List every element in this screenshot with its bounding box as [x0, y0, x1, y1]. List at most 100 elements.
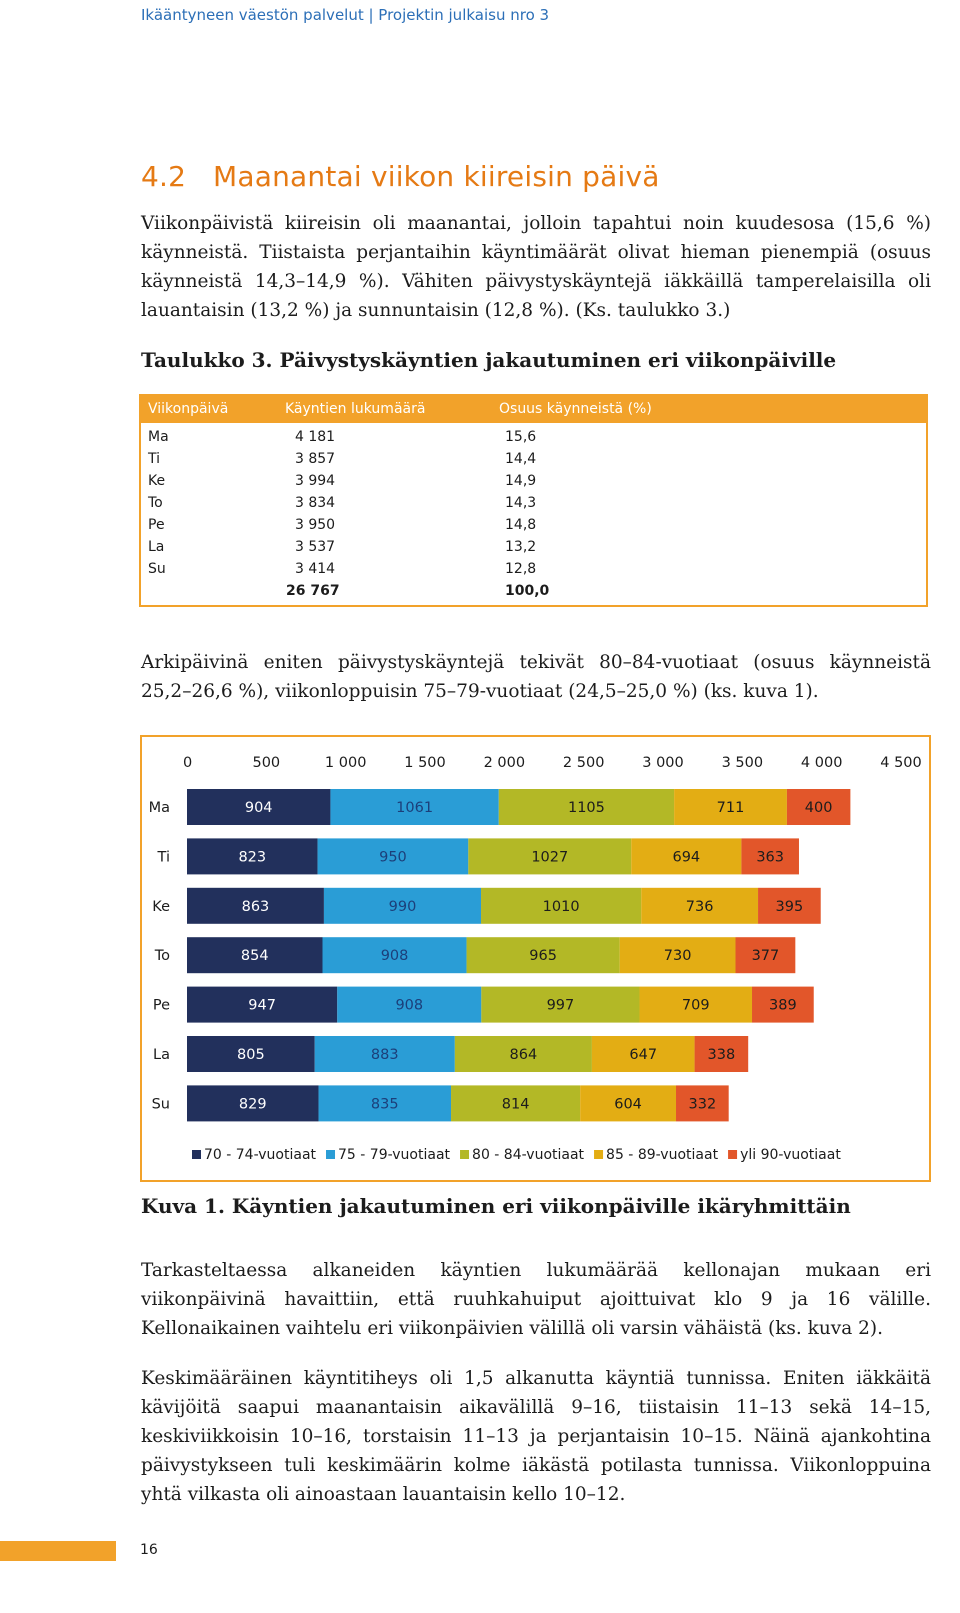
legend-label: 70 - 74-vuotiaat: [204, 1147, 317, 1163]
bar-segment: [741, 838, 799, 875]
data-label: 864: [510, 1047, 538, 1063]
bar-segment: [752, 986, 814, 1023]
data-label: 1010: [543, 899, 580, 915]
table-row: To 3 834 14,3: [141, 493, 926, 515]
table-cell-share: 15,6: [505, 429, 537, 445]
table-cell-count: 3 834: [295, 495, 336, 511]
table-row: Ke 3 994 14,9: [141, 471, 926, 493]
data-label: 883: [371, 1047, 399, 1063]
data-label: 965: [529, 948, 557, 964]
bar-segment: [591, 1036, 695, 1072]
x-tick-label: 1 000: [325, 755, 367, 771]
table-caption: Taulukko 3. Päivystyskäyntien jakautumin…: [141, 348, 837, 372]
paragraph-1: Viikonpäivistä kiireisin oli maanantai, …: [141, 213, 931, 321]
table-cell-day: Ti: [148, 451, 161, 467]
bar-segment: [187, 887, 324, 924]
bar-segment: [314, 1036, 455, 1072]
table-row: Su 3 414 12,8: [141, 559, 926, 581]
legend-swatch: [728, 1150, 738, 1159]
bar-segment: [323, 887, 482, 924]
category-label: Ti: [157, 849, 170, 865]
section-title: 4.2 Maanantai viikon kiireisin päivä: [141, 160, 660, 193]
stacked-bar-chart: 0 500 1 000 1 500 2 000 2 500 3 000 3 500 4 000 4…: [140, 735, 931, 1182]
table-total-count: 26 767: [286, 583, 340, 599]
bar-segment: [187, 1085, 319, 1122]
table-row: La 3 537 13,2: [141, 537, 926, 559]
x-tick-label: 1 500: [404, 755, 446, 771]
table-cell-count: 3 994: [295, 473, 336, 489]
category-label: Ke: [152, 899, 170, 915]
table-header-weekday: Viikonpäivä: [148, 401, 229, 417]
data-label: 604: [614, 1096, 642, 1112]
category-label: Su: [152, 1096, 170, 1112]
x-tick-label: 2 000: [484, 755, 526, 771]
x-tick-label: 3 500: [722, 755, 764, 771]
bar-segment: [187, 1036, 315, 1072]
page-number: 16: [140, 1542, 158, 1558]
legend-swatch: [192, 1150, 201, 1159]
table-cell-share: 14,8: [505, 517, 537, 533]
bar-segment: [786, 789, 851, 825]
x-tick-label: 0: [183, 755, 192, 771]
legend-swatch: [594, 1150, 604, 1159]
data-label: 647: [629, 1047, 657, 1063]
data-label: 908: [381, 948, 409, 964]
footer-accent-bar: [0, 1541, 116, 1561]
table-cell-day: Ke: [148, 473, 166, 489]
table-cell-count: 3 537: [295, 539, 336, 555]
data-label: 377: [752, 948, 780, 964]
x-tick-label: 4 500: [880, 755, 922, 771]
bar-segment: [498, 789, 675, 825]
data-label: 709: [682, 998, 710, 1014]
data-label: 990: [389, 899, 417, 915]
table-cell-day: Ma: [148, 429, 169, 445]
table-cell-count: 4 181: [295, 429, 336, 445]
table-cell-count: 3 414: [295, 561, 336, 577]
bar-segment: [694, 1036, 749, 1072]
x-tick-label: 4 000: [801, 755, 843, 771]
data-label: 947: [248, 998, 276, 1014]
x-tick-label: 500: [252, 755, 280, 771]
table-cell-share: 13,2: [505, 539, 537, 555]
table-cell-day: Su: [148, 561, 166, 577]
bar-segment: [641, 887, 759, 924]
data-label: 854: [241, 948, 269, 964]
table-cell-day: To: [148, 495, 163, 511]
table-cell-share: 14,4: [505, 451, 537, 467]
data-label: 908: [395, 998, 423, 1014]
category-label: To: [154, 948, 170, 964]
paragraph-2: Arkipäivinä eniten päivystyskäyntejä tek…: [141, 652, 931, 702]
data-label: 904: [245, 800, 273, 816]
data-label: 730: [664, 948, 692, 964]
section-number: 4.2: [141, 160, 187, 193]
bar-segment: [619, 937, 736, 974]
paragraph-4: Keskimääräinen käyntitiheys oli 1,5 alka…: [141, 1368, 931, 1505]
section-title-text: Maanantai viikon kiireisin päivä: [213, 160, 660, 193]
legend-label: 80 - 84-vuotiaat: [472, 1147, 585, 1163]
table-cell-share: 14,3: [505, 495, 537, 511]
data-label: 332: [689, 1096, 717, 1112]
bar-segment: [187, 838, 318, 875]
legend-label: 75 - 79-vuotiaat: [338, 1147, 451, 1163]
table-row: Ma 4 181 15,6: [141, 427, 926, 449]
bar-segment: [454, 1036, 592, 1072]
data-label: 997: [547, 998, 575, 1014]
table-header-count: Käyntien lukumäärä: [285, 401, 426, 417]
data-label: 694: [672, 849, 700, 865]
data-label: 1027: [531, 849, 568, 865]
x-tick-label: 3 000: [642, 755, 684, 771]
bar-segment: [330, 789, 499, 825]
data-label: 736: [686, 899, 714, 915]
bar-segment: [631, 838, 742, 875]
data-label: 400: [805, 800, 833, 816]
weekday-table: Viikonpäivä Käyntien lukumäärä Osuus käy…: [139, 394, 928, 607]
legend-swatch: [326, 1150, 336, 1159]
bar-segment: [735, 937, 796, 974]
bar-segment: [317, 838, 469, 875]
table-row: Ti 3 857 14,4: [141, 449, 926, 471]
table-cell-count: 3 950: [295, 517, 336, 533]
bar-segment: [676, 1085, 729, 1122]
running-header: Ikääntyneen väestön palvelut | Projektin…: [141, 6, 550, 24]
table-cell-share: 14,9: [505, 473, 537, 489]
table-total-row: 26 767 100,0: [141, 581, 926, 603]
